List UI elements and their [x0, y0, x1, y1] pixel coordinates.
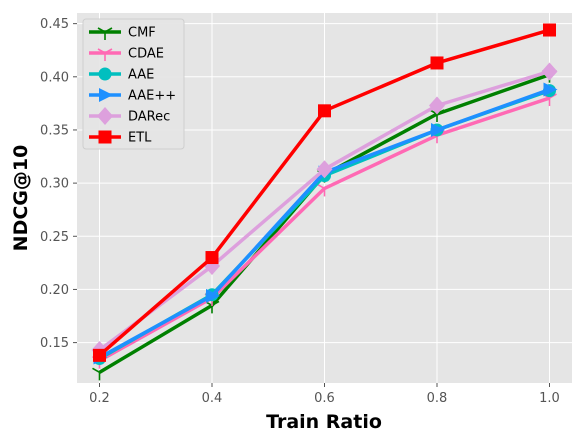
legend-marker	[97, 27, 113, 40]
x-tick-label: 0.4	[202, 391, 223, 406]
data-point	[92, 367, 107, 381]
data-point	[317, 183, 332, 197]
y-tick-label: 0.25	[40, 230, 69, 245]
x-axis-title: Train Ratio	[266, 411, 382, 433]
data-point	[541, 62, 558, 81]
y-tick-label: 0.35	[40, 123, 69, 138]
legend-entry: CDAE	[89, 47, 164, 62]
x-tick-label: 0.8	[427, 391, 448, 406]
y-axis-title: NDCG@10	[10, 145, 32, 252]
data-point	[318, 104, 331, 118]
legend-label: AAE	[128, 68, 154, 83]
y-axis-ticks: 0.15 0.20 0.25 0.30 0.35 0.40 0.45	[40, 17, 77, 351]
series-etl	[93, 23, 556, 362]
legend-marker	[98, 67, 112, 81]
legend-marker	[97, 107, 113, 125]
y-tick-label: 0.30	[40, 177, 69, 192]
data-point	[429, 96, 445, 115]
x-tick-label: 1.0	[539, 391, 560, 406]
data-point	[431, 122, 445, 137]
y-tick-label: 0.20	[40, 283, 69, 298]
data-point	[430, 56, 444, 70]
y-tick-label: 0.15	[40, 336, 69, 351]
legend-entry: DARec	[89, 107, 170, 125]
legend-label: CMF	[128, 26, 156, 41]
data-point	[206, 288, 220, 303]
data-point	[543, 82, 558, 97]
y-tick-label: 0.40	[40, 70, 69, 85]
legend-entry: ETL	[89, 130, 152, 146]
legend-label: DARec	[128, 110, 170, 125]
data-point	[316, 160, 333, 179]
legend-marker	[99, 88, 113, 102]
legend-entry: CMF	[89, 26, 156, 41]
x-tick-label: 0.6	[314, 391, 335, 406]
legend-label: CDAE	[128, 47, 164, 62]
legend-entry: AAE++	[89, 88, 176, 104]
x-axis-ticks: 0.2 0.4 0.6 0.8 1.0	[89, 383, 560, 406]
series-layer	[91, 23, 558, 381]
data-point	[205, 251, 219, 265]
x-tick-label: 0.2	[89, 391, 110, 406]
y-tick-label: 0.45	[40, 17, 69, 32]
legend-marker	[98, 130, 112, 144]
legend-entry: AAE	[89, 67, 154, 83]
grid-lines	[77, 13, 572, 383]
data-point	[543, 23, 556, 37]
legend-label: AAE++	[128, 89, 176, 104]
data-point	[93, 348, 106, 362]
legend-label: ETL	[128, 131, 152, 146]
legend-marker	[97, 48, 113, 61]
legend: CMF CDAE AAE AAE++ DARec ETL	[82, 18, 185, 150]
